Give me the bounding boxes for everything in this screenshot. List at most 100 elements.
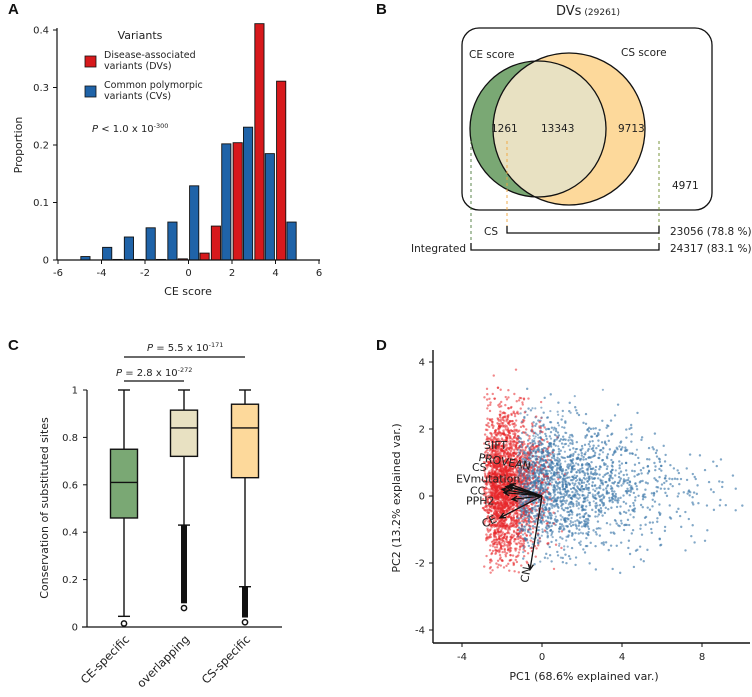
scatter-point-dv	[515, 400, 518, 403]
scatter-point-dv	[534, 555, 537, 558]
scatter-point-dv	[517, 412, 520, 415]
scatter-point-cv	[567, 494, 571, 497]
scatter-point-cv	[546, 557, 549, 560]
scatter-point-cv	[664, 491, 667, 495]
scatter-point-cv	[639, 558, 643, 561]
scatter-point-cv	[583, 551, 587, 554]
scatter-point-cv	[597, 439, 600, 442]
scatter-point-cv	[601, 451, 605, 454]
scatter-point-cv	[556, 488, 559, 491]
scatter-point-cv	[543, 396, 546, 400]
scatter-point-cv	[533, 448, 536, 451]
overlap-region	[493, 61, 606, 197]
scatter-point-cv	[520, 479, 524, 482]
scatter-point-dv	[506, 549, 510, 552]
scatter-point-cv	[553, 493, 557, 496]
scatter-point-cv	[525, 523, 529, 526]
scatter-point-cv	[543, 465, 546, 468]
scatter-point-cv	[594, 506, 598, 509]
cs-circle-outline	[492, 52, 646, 206]
scatter-point-cv	[544, 432, 547, 436]
scatter-point-cv	[544, 515, 547, 518]
scatter-point-dv	[513, 430, 516, 433]
scatter-point-cv	[605, 472, 608, 476]
scatter-point-cv	[561, 435, 565, 438]
bar-group	[80, 23, 297, 261]
scatter-point-cv	[696, 484, 699, 487]
scatter-point-cv	[535, 505, 538, 508]
scatter-point-cv	[553, 498, 556, 501]
scatter-point-cv	[594, 515, 597, 518]
scatter-point-cv	[641, 506, 644, 509]
scatter-point-cv	[660, 483, 664, 486]
scatter-point-cv	[598, 534, 602, 537]
scatter-point-cv	[602, 495, 606, 498]
scatter-point-cv	[597, 432, 600, 435]
scatter-point-cv	[642, 559, 645, 563]
scatter-point-cv	[567, 466, 570, 469]
scatter-point-cv	[575, 504, 579, 507]
scatter-point-cv	[573, 488, 576, 491]
outlier-point	[241, 618, 249, 626]
scatter-point-cv	[576, 469, 580, 472]
scatter-point-cv	[599, 478, 602, 482]
scatter-point-cv	[580, 480, 583, 484]
scatter-point-dv	[560, 546, 563, 550]
y-axis-label: Conservation of substituted sites	[38, 417, 51, 599]
scatter-point-cv	[577, 413, 581, 417]
scatter-point-cv	[568, 436, 571, 439]
scatter-point-dv	[490, 523, 493, 527]
scatter-point-cv	[676, 469, 679, 472]
scatter-point-dv	[508, 559, 511, 562]
scatter-point-cv	[655, 455, 659, 458]
scatter-point-cv	[556, 550, 559, 554]
outlier-point	[180, 604, 188, 612]
scatter-point-dv	[509, 502, 512, 505]
scatter-point-cv	[578, 471, 582, 474]
scatter-point-dv	[493, 535, 496, 539]
scatter-point-cv	[565, 520, 568, 523]
scatter-point-dv	[506, 531, 509, 534]
scatter-point-cv	[560, 523, 564, 526]
scatter-point-cv	[578, 483, 581, 486]
scatter-point-dv	[507, 543, 511, 547]
scatter-point-cv	[518, 440, 521, 443]
scatter-point-cv	[535, 422, 538, 426]
scatter-point-cv	[671, 484, 674, 488]
scatter-point-cv	[538, 440, 541, 443]
scatter-point-cv	[582, 421, 585, 425]
scatter-point-cv	[587, 519, 590, 522]
scatter-point-cv	[525, 513, 528, 516]
scatter-point-cv	[644, 495, 647, 499]
scatter-point-dv	[507, 562, 510, 566]
bracket-value-cs: 23056 (78.8 %)	[670, 226, 752, 238]
scatter-point-cv	[620, 522, 623, 525]
scatter-point-cv	[627, 509, 630, 512]
scatter-point-cv	[592, 450, 595, 453]
scatter-point-cv	[537, 525, 540, 529]
y-tick-label: 0.2	[62, 575, 78, 586]
scatter-point-dv	[543, 476, 546, 479]
scatter-point-cv	[639, 524, 642, 527]
scatter-point-dv	[503, 544, 507, 547]
scatter-point-cv	[575, 471, 578, 474]
scatter-point-cv	[687, 489, 691, 492]
scatter-point-cv	[544, 494, 547, 497]
scatter-point-cv	[579, 540, 582, 543]
scatter-point-dv	[500, 432, 503, 435]
scatter-point-cv	[575, 409, 578, 412]
scatter-point-dv	[483, 565, 486, 568]
scatter-point-cv	[558, 544, 561, 547]
scatter-point-cv	[520, 420, 524, 423]
scatter-point-dv	[516, 446, 519, 450]
scatter-point-cv	[560, 455, 563, 458]
scatter-point-dv	[485, 487, 489, 490]
scatter-point-dv	[507, 406, 510, 410]
panel-letter-b: B	[376, 1, 387, 18]
scatter-point-cv	[548, 454, 551, 458]
scatter-point-cv	[598, 449, 602, 452]
scatter-point-cv	[533, 516, 537, 519]
scatter-point-cv	[548, 443, 551, 446]
scatter-point-cv	[608, 500, 611, 503]
